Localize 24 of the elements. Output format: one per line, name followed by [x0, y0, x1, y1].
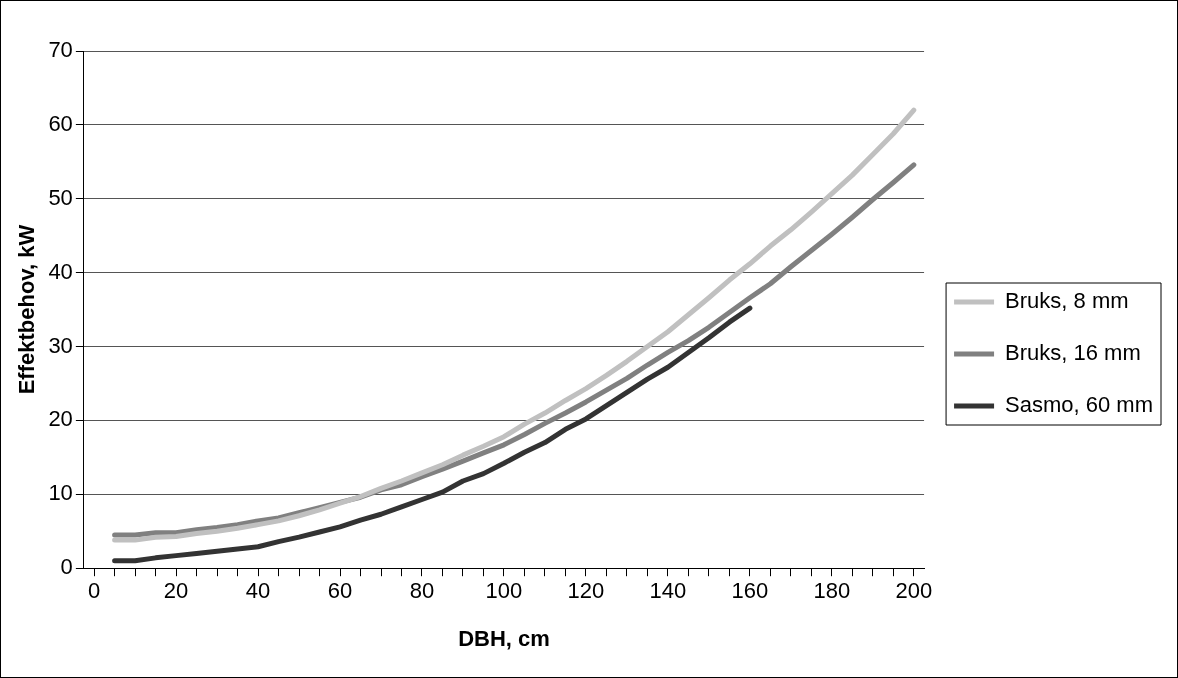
- legend-label: Sasmo, 60 mm: [1005, 392, 1154, 418]
- x-tick-label: 180: [813, 578, 851, 604]
- x-tick-label: 80: [409, 578, 435, 604]
- x-tick-label: 200: [895, 578, 933, 604]
- x-tick-label: 140: [649, 578, 687, 604]
- y-tick-label: 0: [60, 554, 73, 580]
- y-tick-label: 30: [48, 332, 73, 358]
- x-tick-label: 60: [327, 578, 353, 604]
- y-tick-label: 60: [48, 110, 73, 136]
- y-tick-label: 70: [48, 37, 73, 63]
- y-tick-label: 10: [48, 480, 73, 506]
- y-tick-label: 40: [48, 258, 73, 284]
- x-tick-label: 40: [245, 578, 271, 604]
- x-axis-title: DBH, cm: [458, 625, 550, 651]
- y-axis-title: Effektbehov, kW: [14, 224, 40, 395]
- y-tick-label: 20: [48, 406, 73, 432]
- y-tick-label: 50: [48, 184, 73, 210]
- x-tick-label: 100: [485, 578, 523, 604]
- x-tick-label: 120: [567, 578, 605, 604]
- x-tick-label: 0: [87, 578, 101, 604]
- x-tick-label: 20: [163, 578, 189, 604]
- legend-label: Bruks, 16 mm: [1005, 340, 1141, 366]
- legend-label: Bruks, 8 mm: [1005, 288, 1129, 314]
- x-tick-label: 160: [731, 578, 769, 604]
